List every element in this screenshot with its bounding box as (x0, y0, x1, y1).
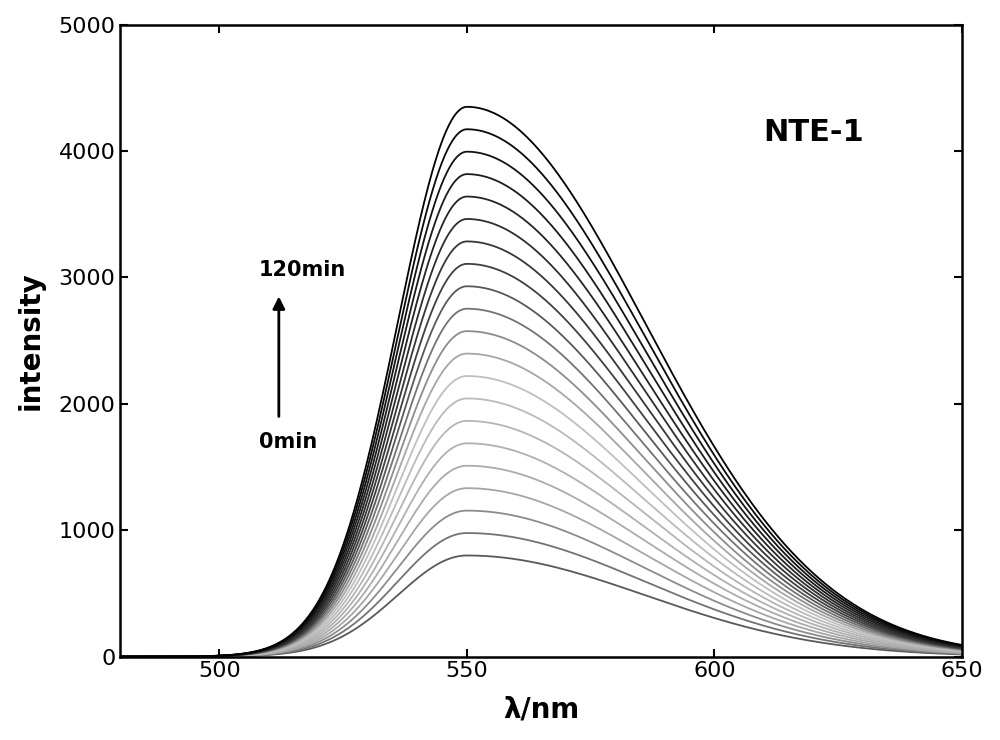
Text: 120min: 120min (259, 260, 346, 280)
X-axis label: λ/nm: λ/nm (503, 696, 579, 723)
Y-axis label: intensity: intensity (17, 272, 45, 410)
Text: NTE-1: NTE-1 (763, 118, 864, 147)
Text: 0min: 0min (259, 431, 317, 451)
